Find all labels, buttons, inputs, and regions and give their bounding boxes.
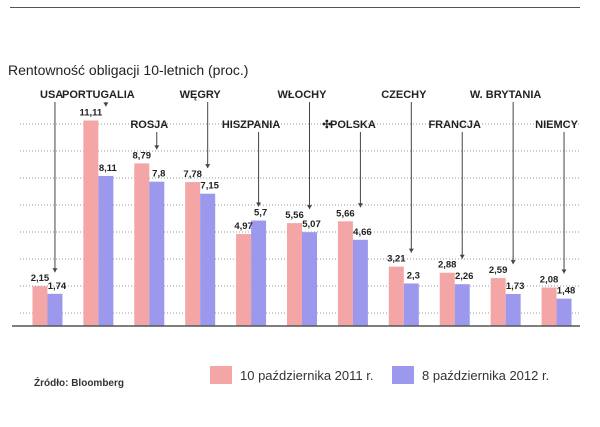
value-label-2012: 1,73: [506, 281, 525, 292]
bar-2011-w-brytania: [490, 278, 506, 326]
category-label: POLSKA: [330, 119, 376, 131]
leader-arrow-icon: [510, 260, 516, 265]
leader-arrow-icon: [561, 269, 567, 274]
bar-2012-niemcy: [556, 298, 572, 326]
leader-arrow-icon: [307, 205, 312, 210]
bar-2011-węgry: [185, 182, 201, 326]
value-label-2012: 4,66: [353, 227, 372, 238]
value-label-2012: 7,15: [200, 181, 219, 192]
value-label-2012: 7,8: [152, 169, 165, 180]
value-label-2011: 2,59: [489, 265, 508, 276]
category-label: NIEMCY: [535, 119, 578, 131]
value-label-2012: 2,26: [455, 271, 474, 282]
bar-2011-usa: [32, 286, 48, 326]
source-note: Źródło: Bloomberg: [34, 378, 124, 389]
category-label: WĘGRY: [180, 89, 222, 101]
value-label-2012: 1,74: [48, 281, 67, 292]
chart-title: Rentowność obligacji 10-letnich (proc.): [8, 62, 249, 78]
legend-label-2011: 10 października 2011 r.: [240, 367, 374, 383]
leader-arrow-icon: [103, 102, 109, 107]
bar-2012-usa: [47, 293, 63, 326]
value-label-2011: 4,97: [234, 221, 253, 232]
leader-arrow-icon: [459, 254, 465, 259]
category-label: WŁOCHY: [278, 89, 328, 101]
category-label: CZECHY: [381, 89, 427, 101]
legend-item-2011: 10 października 2011 r.: [210, 366, 373, 384]
bar-2012-polska: [352, 239, 368, 326]
leader-arrow-icon: [52, 268, 58, 273]
value-label-2011: 5,56: [285, 210, 304, 221]
value-label-2011: 3,21: [387, 254, 406, 265]
bar-2012-portugalia: [98, 175, 114, 326]
value-label-2012: 8,11: [99, 163, 118, 174]
leader-arrow-icon: [357, 203, 363, 208]
bar-2011-polska: [337, 221, 353, 326]
legend-swatch-2011: [210, 366, 232, 384]
value-label-2012: 5,7: [254, 208, 267, 219]
bar-2012-francja: [454, 284, 470, 326]
legend-swatch-2012: [392, 366, 414, 384]
value-label-2011: 2,08: [540, 275, 559, 286]
bar-2012-w-brytania: [505, 293, 521, 326]
category-label: ROSJA: [130, 119, 168, 131]
legend-item-2012: 8 października 2012 r.: [392, 366, 549, 384]
value-label-2011: 2,88: [438, 260, 457, 271]
bar-2011-hiszpania: [236, 234, 252, 326]
value-label-2011: 2,15: [31, 273, 50, 284]
category-label: PORTUGALIA: [62, 89, 135, 101]
bar-2011-rosja: [134, 163, 150, 326]
bar-2011-włochy: [287, 223, 302, 326]
leader-arrow-icon: [154, 145, 160, 150]
leader-arrow-icon: [256, 202, 262, 207]
bar-2011-niemcy: [541, 287, 557, 326]
value-label-2011: 7,78: [183, 169, 202, 180]
top-rule: [10, 7, 580, 8]
category-label: USA: [40, 89, 63, 101]
bar-2012-włochy: [302, 232, 317, 326]
category-label: HISZPANIA: [222, 119, 281, 131]
value-label-2011: 5,66: [336, 208, 355, 219]
value-label-2012: 1,48: [557, 286, 576, 297]
highlight-marker-icon: ✣: [322, 119, 331, 131]
leader-arrow-icon: [408, 248, 414, 253]
value-label-2012: 2,3: [407, 270, 420, 281]
bar-2011-czechy: [388, 266, 404, 326]
bar-2012-hiszpania: [251, 220, 267, 326]
category-label: FRANCJA: [428, 119, 481, 131]
bar-2011-portugalia: [83, 120, 99, 326]
bar-2012-czechy: [403, 283, 419, 326]
value-label-2012: 5,07: [302, 219, 321, 230]
value-label-2011: 8,79: [133, 150, 152, 161]
bar-2011-francja: [439, 272, 455, 326]
bar-2012-rosja: [149, 181, 165, 326]
category-label: W. BRYTANIA: [470, 89, 542, 101]
bar-2012-węgry: [200, 193, 216, 326]
legend-label-2012: 8 października 2012 r.: [422, 367, 550, 383]
value-label-2011: 11,11: [79, 107, 102, 118]
leader-arrow-icon: [205, 164, 211, 169]
